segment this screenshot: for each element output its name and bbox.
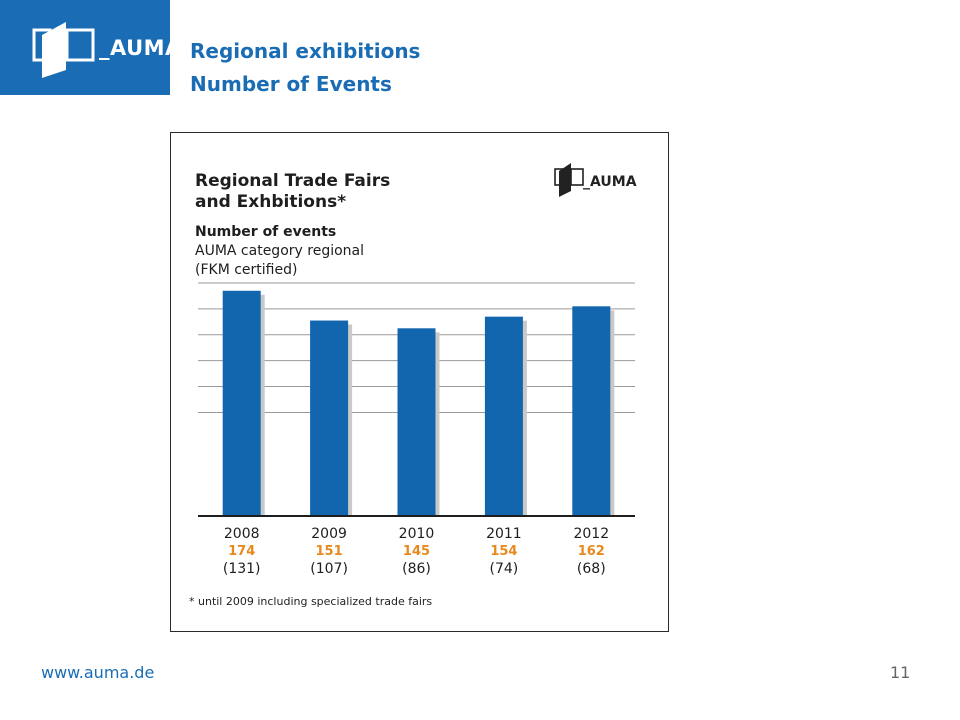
chart-footnote: * until 2009 including specialized trade… xyxy=(189,595,433,608)
bar-2009 xyxy=(310,320,349,516)
data-label: 174 xyxy=(228,544,255,559)
bar-chart: 2008 174 (131) 2009 151 (107) 2010 145 (86) 2011 1… xyxy=(198,282,635,577)
chart-auma-logo-icon xyxy=(554,163,584,197)
auma-logo-mark-icon xyxy=(32,22,95,78)
secondary-data-label: (68) xyxy=(577,561,606,577)
x-tick-label: 2008 xyxy=(224,526,260,542)
chart-subtitle-bold: Number of events xyxy=(195,224,337,240)
data-label: 154 xyxy=(490,544,517,559)
page-title-line2: Number of Events xyxy=(190,72,392,96)
bar-2012 xyxy=(572,306,611,516)
chart-title-line2: and Exhbitions* xyxy=(195,192,347,212)
footer-url-link[interactable]: www.auma.de xyxy=(41,663,155,682)
x-tick-label: 2012 xyxy=(573,526,609,542)
bar-2010 xyxy=(397,328,436,516)
secondary-data-label: (86) xyxy=(402,561,431,577)
chart-subtitle-line2: AUMA category regional xyxy=(195,243,364,259)
auma-logo-text: _AUMA xyxy=(99,36,182,60)
chart-title-line1: Regional Trade Fairs xyxy=(195,171,391,191)
data-label: 162 xyxy=(578,544,605,559)
chart-subtitle-line3: (FKM certified) xyxy=(195,262,298,278)
auma-logo: _AUMA xyxy=(0,0,181,95)
page-number: 11 xyxy=(890,663,911,682)
chart-panel: Regional Trade Fairs and Exhbitions* Num… xyxy=(170,132,669,632)
data-label: 151 xyxy=(316,544,343,559)
secondary-data-label: (107) xyxy=(310,561,348,577)
x-tick-label: 2011 xyxy=(486,526,522,542)
secondary-data-label: (131) xyxy=(223,561,261,577)
chart-title: Regional Trade Fairs and Exhbitions* xyxy=(195,171,390,213)
page-title: Regional exhibitions Number of Events xyxy=(190,35,420,101)
secondary-data-label: (74) xyxy=(490,561,519,577)
page-title-line1: Regional exhibitions xyxy=(190,39,421,63)
x-tick-label: 2010 xyxy=(399,526,435,542)
data-label: 145 xyxy=(403,544,430,559)
chart-subtitle: Number of events AUMA category regional … xyxy=(195,223,364,280)
x-tick-label: 2009 xyxy=(311,526,347,542)
bar-2008 xyxy=(222,290,261,516)
bar-2011 xyxy=(484,316,523,516)
chart-logo-text: _AUMA xyxy=(583,174,637,190)
